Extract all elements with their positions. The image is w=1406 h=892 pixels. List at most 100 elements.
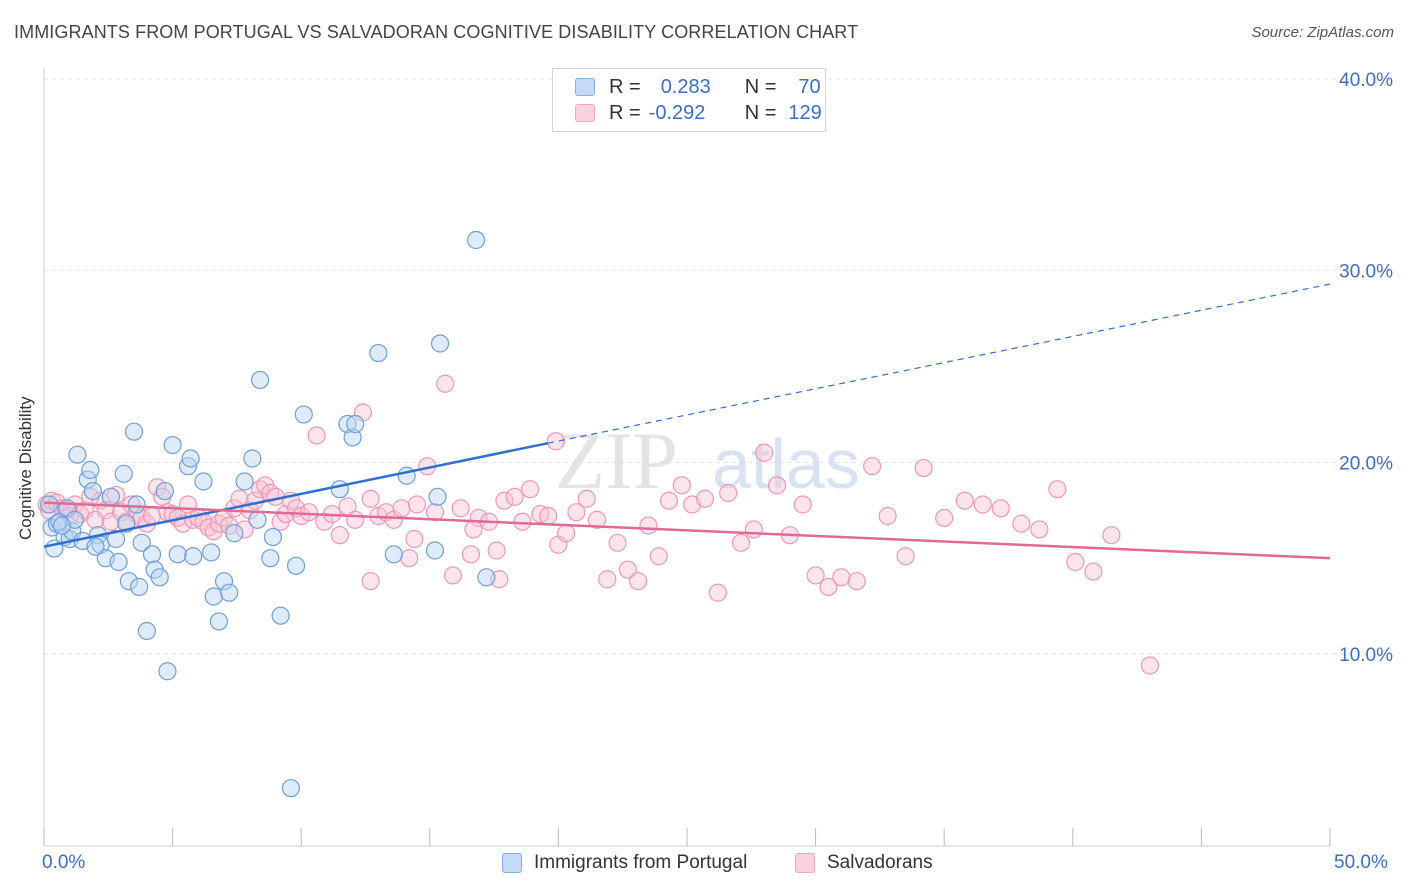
x-min-label: 0.0% (42, 852, 86, 873)
data-point (235, 472, 254, 491)
correlation-legend: R = 0.283 N = 70 R = -0.292 N = 129 (552, 68, 826, 132)
data-point (271, 606, 290, 625)
data-point (392, 499, 411, 518)
grid-lines (44, 78, 1392, 655)
data-point (112, 503, 131, 522)
data-point (130, 577, 149, 597)
axes (43, 68, 1331, 847)
data-point (819, 577, 838, 597)
data-point (973, 495, 992, 514)
data-point (81, 460, 100, 480)
data-point (436, 374, 455, 393)
bottom-legend-label: Salvadorans (827, 852, 933, 873)
data-point (330, 480, 349, 499)
data-point (1084, 562, 1103, 581)
data-point (407, 495, 427, 514)
data-point (202, 543, 221, 562)
data-point (142, 506, 162, 526)
data-point (464, 520, 483, 539)
data-point (863, 457, 882, 476)
data-point (235, 520, 254, 539)
r-label: R = (609, 75, 641, 98)
data-point (557, 524, 576, 543)
data-point (346, 510, 365, 529)
chart-title: IMMIGRANTS FROM PORTUGAL VS SALVADORAN C… (14, 22, 859, 42)
data-point (194, 472, 213, 491)
data-point (598, 570, 617, 589)
data-point (142, 545, 162, 564)
legend-row-portugal: R = 0.283 N = 70 (575, 74, 821, 100)
data-point (991, 499, 1010, 518)
data-point (106, 529, 126, 549)
data-point (400, 549, 419, 568)
n-value: 70 (798, 75, 821, 98)
data-point (767, 476, 787, 495)
r-value: 0.283 (660, 75, 711, 98)
bottom-legend-label: Immigrants from Portugal (534, 852, 748, 873)
data-point (587, 510, 607, 529)
data-point (150, 568, 169, 587)
data-point (618, 560, 637, 579)
data-point (109, 552, 128, 572)
y-tick-labels: 10.0% 20.0% 30.0% 40.0% (1339, 70, 1393, 666)
data-point (719, 483, 738, 503)
data-point (659, 491, 679, 510)
data-point (695, 489, 715, 508)
watermark-zip: ZIP (555, 415, 678, 506)
data-point (443, 566, 463, 585)
data-point (428, 487, 447, 506)
data-point (114, 464, 133, 483)
data-point (86, 537, 105, 556)
portugal-trend-line (43, 441, 549, 548)
data-point (567, 503, 586, 522)
data-point (461, 545, 481, 564)
legend-swatch-pink (575, 104, 595, 122)
salvadorans-trend-line (43, 501, 1331, 560)
data-point (83, 481, 102, 501)
data-point (935, 508, 954, 528)
data-point (299, 503, 319, 522)
data-point (832, 568, 851, 587)
data-point (629, 572, 648, 591)
data-point (261, 549, 280, 568)
data-point (744, 520, 763, 539)
data-point (225, 524, 244, 543)
r-value: -0.292 (648, 101, 706, 124)
source-text: Source: ZipAtlas.com (1251, 24, 1394, 41)
data-point (505, 487, 524, 506)
data-point (487, 541, 506, 560)
data-point (649, 547, 668, 566)
data-point (263, 527, 283, 547)
data-point (122, 495, 141, 514)
y-axis-label: Cognitive Disability (16, 396, 35, 540)
data-point (286, 556, 306, 575)
x-max-label: 50.0% (1334, 852, 1388, 873)
data-point (608, 533, 627, 552)
data-point (40, 495, 59, 514)
data-point (896, 547, 915, 566)
data-point (124, 422, 144, 441)
data-point (521, 480, 540, 499)
n-value: 129 (788, 101, 822, 124)
data-point (546, 432, 565, 451)
n-label: N = (744, 75, 777, 98)
data-point (155, 481, 174, 501)
data-point (250, 370, 270, 390)
data-point (1102, 526, 1121, 545)
data-point (369, 343, 388, 363)
data-point (338, 414, 357, 434)
data-point (330, 526, 349, 545)
data-point (847, 572, 866, 591)
data-point (1030, 520, 1049, 539)
data-point (384, 545, 403, 564)
y-tick-label: 30.0% (1339, 262, 1393, 283)
data-point (214, 572, 234, 591)
data-point (425, 541, 445, 560)
data-point (466, 230, 486, 250)
data-point (346, 414, 365, 434)
data-point (477, 568, 496, 587)
legend-row-salvadorans: R = -0.292 N = 129 (575, 100, 822, 126)
data-point (1140, 656, 1160, 675)
data-point (52, 516, 72, 535)
